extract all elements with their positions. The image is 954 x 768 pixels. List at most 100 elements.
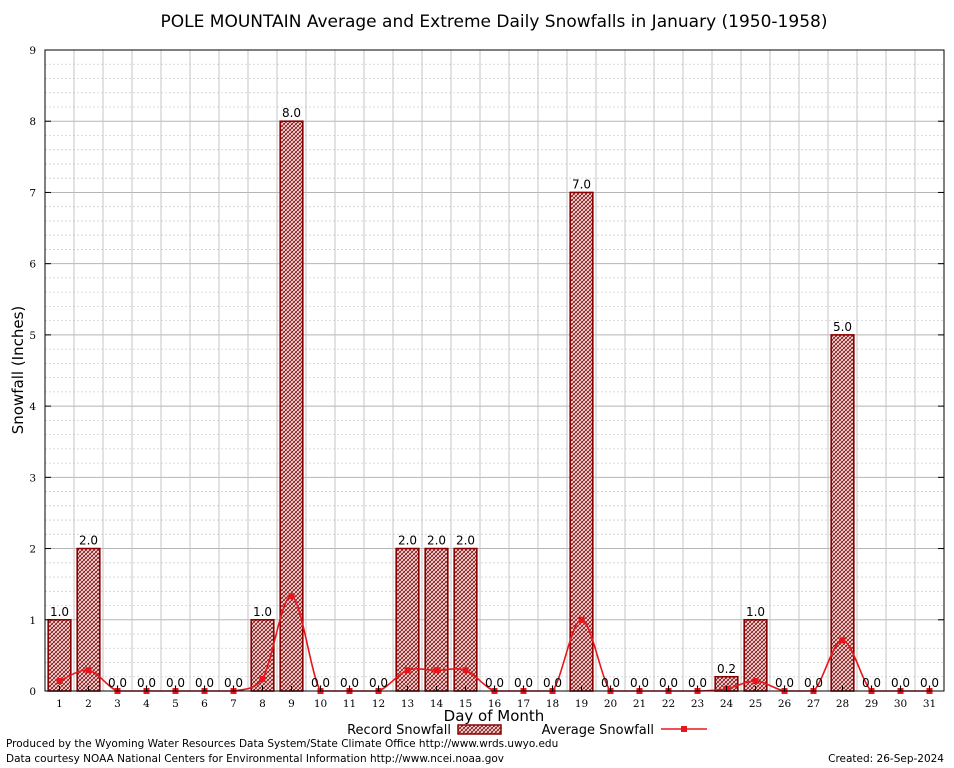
x-tick-label: 10 [314,698,327,710]
data-label-day-5: 0.0 [166,676,185,690]
footer-data-courtesy: Data courtesy NOAA National Centers for … [6,753,505,765]
y-tick-label: 7 [29,187,36,199]
y-tick-label: 8 [29,116,36,128]
average-point-day-28 [839,637,846,644]
footer-created: Created: 26-Sep-2024 [828,753,944,765]
x-tick-label: 21 [633,698,646,710]
legend-marker-average [681,726,687,732]
footer-produced-by: Produced by the Wyoming Water Resources … [6,738,559,750]
x-tick-label: 29 [865,698,878,710]
data-label-day-18: 0.0 [543,676,562,690]
x-tick-label: 4 [143,698,150,710]
x-tick-label: 18 [546,698,559,710]
x-tick-label: 11 [343,698,356,710]
x-tick-label: 28 [836,698,849,710]
plot-frame [44,49,945,692]
data-label-day-2: 2.0 [79,534,98,548]
data-label-day-7: 0.0 [224,676,243,690]
y-tick-label: 2 [29,544,36,556]
data-label-day-19: 7.0 [572,177,591,191]
data-label-day-14: 2.0 [427,534,446,548]
data-label-day-13: 2.0 [398,534,417,548]
y-tick-label: 5 [29,330,36,342]
x-tick-label: 19 [575,698,588,710]
data-label-day-15: 2.0 [456,534,475,548]
y-axis-ticks: 0 1 2 3 4 5 6 7 8 9 [29,45,944,698]
average-point-day-15 [462,667,469,674]
average-point-day-1 [56,678,63,685]
x-tick-label: 2 [85,698,92,710]
grid-lines [44,49,945,692]
data-label-day-8: 1.0 [253,605,272,619]
x-axis-ticks: 1 2 3 4 5 6 7 8 9 10 11 12 13 14 15 16 17 18 19 20 21 22 23 24 2… [56,686,936,710]
x-tick-label: 9 [288,698,295,710]
data-label-day-17: 0.0 [514,676,533,690]
y-tick-label: 3 [29,472,36,484]
average-point-day-2 [85,667,92,674]
x-tick-label: 12 [372,698,385,710]
average-point-day-14 [433,667,440,674]
x-tick-label: 23 [691,698,704,710]
y-tick-label: 4 [29,401,36,413]
average-point-day-19 [578,616,585,623]
x-tick-label: 31 [923,698,936,710]
x-tick-label: 1 [56,698,63,710]
x-tick-label: 14 [430,698,444,710]
legend-label-record: Record Snowfall [347,723,451,738]
x-tick-label: 26 [778,698,792,710]
legend: Record Snowfall Average Snowfall [347,723,707,738]
data-label-day-29: 0.0 [862,676,881,690]
y-tick-label: 6 [29,259,36,271]
data-label-day-20: 0.0 [601,676,620,690]
data-label-day-3: 0.0 [108,676,127,690]
average-point-day-25 [752,678,759,685]
legend-label-average: Average Snowfall [542,723,654,738]
y-tick-label: 9 [29,45,36,57]
x-tick-label: 17 [517,698,530,710]
chart-title: POLE MOUNTAIN Average and Extreme Daily … [161,12,828,32]
average-point-day-9 [288,593,295,600]
x-tick-label: 8 [259,698,266,710]
average-point-day-8 [259,675,266,682]
data-label-day-9: 8.0 [282,106,301,120]
x-tick-label: 27 [807,698,820,710]
x-tick-label: 3 [114,698,121,710]
data-label-day-4: 0.0 [137,676,156,690]
data-label-day-10: 0.0 [311,676,330,690]
x-tick-label: 16 [488,698,502,710]
data-label-day-30: 0.0 [891,676,910,690]
y-tick-label: 1 [29,615,36,627]
data-label-day-26: 0.0 [775,676,794,690]
data-label-day-11: 0.0 [340,676,359,690]
bars [47,120,855,692]
x-tick-label: 13 [401,698,414,710]
data-label-day-23: 0.0 [688,676,707,690]
x-axis-label: Day of Month [444,707,545,725]
data-label-day-21: 0.0 [630,676,649,690]
data-label-day-1: 1.0 [50,605,69,619]
y-axis-label: Snowfall (Inches) [9,306,27,434]
x-tick-label: 6 [201,698,208,710]
data-label-day-12: 0.0 [369,676,388,690]
data-label-day-27: 0.0 [804,676,823,690]
legend-swatch-record [457,724,502,735]
data-label-day-31: 0.0 [920,676,939,690]
data-label-day-25: 1.0 [746,605,765,619]
data-label-day-6: 0.0 [195,676,214,690]
data-label-day-28: 5.0 [833,320,852,334]
x-tick-label: 5 [172,698,179,710]
x-tick-label: 24 [720,698,734,710]
x-tick-label: 30 [894,698,907,710]
x-tick-label: 7 [230,698,237,710]
bar-day-9 [279,120,304,692]
x-tick-label: 22 [662,698,675,710]
bar-day-19 [569,191,594,692]
x-tick-label: 15 [459,698,472,710]
data-labels: 1.0 2.0 0.0 0.0 0.0 0.0 0.0 1.0 8.0 0.0 0.0 0.0 2.0 2… [50,106,939,690]
y-tick-label: 0 [29,686,36,698]
x-tick-label: 25 [749,698,762,710]
data-label-day-16: 0.0 [485,676,504,690]
x-tick-label: 20 [604,698,617,710]
average-point-day-13 [404,667,411,674]
